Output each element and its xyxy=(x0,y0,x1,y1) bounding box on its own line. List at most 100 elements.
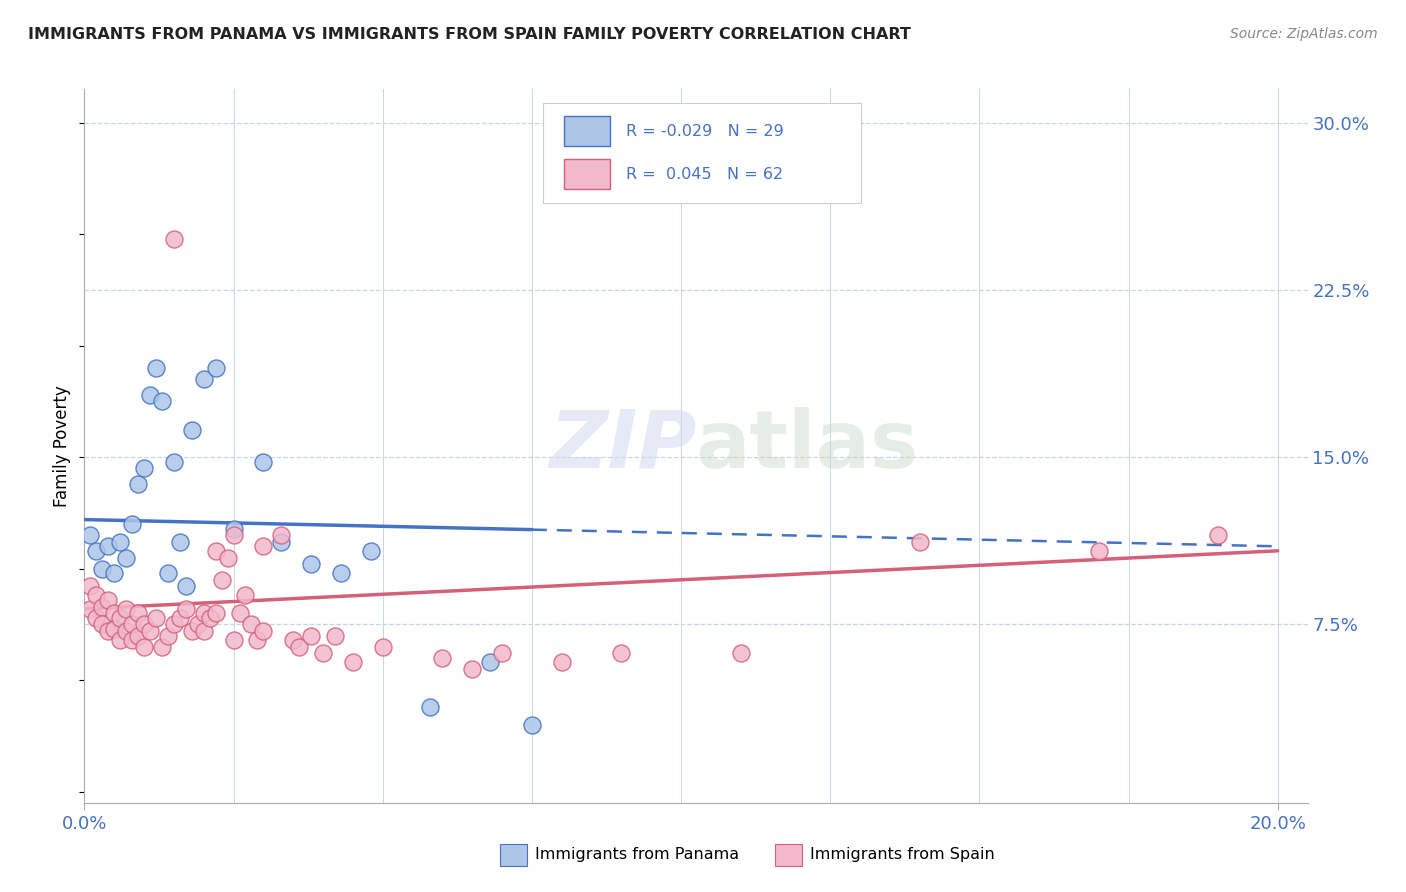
Text: Immigrants from Spain: Immigrants from Spain xyxy=(810,847,994,862)
Point xyxy=(730,646,752,660)
Point xyxy=(235,589,257,603)
Point xyxy=(299,628,322,642)
Point xyxy=(150,394,173,409)
Point xyxy=(360,543,382,558)
Point xyxy=(79,580,101,594)
Point xyxy=(187,617,209,632)
Point xyxy=(204,607,226,621)
Point xyxy=(84,589,107,603)
Point xyxy=(132,617,155,632)
Point xyxy=(79,601,101,615)
Point xyxy=(145,610,167,624)
Point xyxy=(323,628,346,642)
Y-axis label: Family Poverty: Family Poverty xyxy=(53,385,72,507)
Point xyxy=(479,655,502,669)
Point xyxy=(1206,528,1229,542)
Point xyxy=(246,633,269,648)
Point xyxy=(108,534,131,549)
Point xyxy=(115,601,138,615)
Point xyxy=(121,617,143,632)
Point xyxy=(193,607,215,621)
Point xyxy=(211,573,233,587)
Point xyxy=(139,387,162,401)
Point xyxy=(84,543,107,558)
Point xyxy=(312,646,335,660)
Point xyxy=(270,528,292,542)
Text: ZIP: ZIP xyxy=(548,407,696,485)
Point xyxy=(91,562,114,576)
Point xyxy=(288,640,311,654)
Point xyxy=(180,624,202,639)
Point xyxy=(169,534,191,549)
Point xyxy=(222,633,245,648)
Point xyxy=(217,550,239,565)
Point xyxy=(156,628,179,642)
Point xyxy=(163,617,186,632)
Point xyxy=(163,232,186,246)
Point xyxy=(79,528,101,542)
Point xyxy=(198,610,221,624)
Point xyxy=(252,624,274,639)
Text: Source: ZipAtlas.com: Source: ZipAtlas.com xyxy=(1230,27,1378,41)
Point xyxy=(115,550,138,565)
Point xyxy=(132,640,155,654)
Point xyxy=(97,624,120,639)
Point xyxy=(1087,543,1109,558)
Point xyxy=(103,566,125,580)
Point xyxy=(222,521,245,535)
Point xyxy=(419,699,441,714)
Point xyxy=(169,610,191,624)
Point xyxy=(127,476,149,491)
FancyBboxPatch shape xyxy=(543,103,860,203)
Point xyxy=(156,566,179,580)
Point xyxy=(150,640,173,654)
Point xyxy=(127,628,149,642)
Point xyxy=(551,655,574,669)
Point xyxy=(163,455,186,469)
Point xyxy=(115,624,138,639)
Point xyxy=(103,607,125,621)
Point xyxy=(174,601,197,615)
Point xyxy=(222,528,245,542)
Point xyxy=(84,610,107,624)
Point xyxy=(193,624,215,639)
Point xyxy=(180,424,202,438)
Point xyxy=(283,633,305,648)
Point xyxy=(193,372,215,386)
Point xyxy=(270,534,292,549)
Point xyxy=(204,361,226,376)
Point xyxy=(342,655,364,669)
Point xyxy=(240,617,263,632)
Point xyxy=(432,651,454,665)
Point xyxy=(121,633,143,648)
Point xyxy=(91,599,114,614)
FancyBboxPatch shape xyxy=(564,159,610,189)
Point xyxy=(461,662,484,676)
Point xyxy=(97,539,120,553)
Point xyxy=(145,361,167,376)
Point xyxy=(610,646,633,660)
Point xyxy=(91,617,114,632)
Point xyxy=(108,633,131,648)
Point xyxy=(97,592,120,607)
Point xyxy=(132,461,155,475)
Text: R =  0.045   N = 62: R = 0.045 N = 62 xyxy=(626,167,783,182)
Text: IMMIGRANTS FROM PANAMA VS IMMIGRANTS FROM SPAIN FAMILY POVERTY CORRELATION CHART: IMMIGRANTS FROM PANAMA VS IMMIGRANTS FRO… xyxy=(28,27,911,42)
FancyBboxPatch shape xyxy=(776,844,803,865)
Point xyxy=(103,622,125,636)
Point xyxy=(371,640,394,654)
Text: R = -0.029   N = 29: R = -0.029 N = 29 xyxy=(626,124,785,139)
Point xyxy=(127,607,149,621)
FancyBboxPatch shape xyxy=(501,844,527,865)
Point xyxy=(139,624,162,639)
Point xyxy=(520,717,543,731)
Point xyxy=(491,646,513,660)
Point xyxy=(228,607,250,621)
Text: atlas: atlas xyxy=(696,407,920,485)
Point xyxy=(174,580,197,594)
Point xyxy=(329,566,352,580)
Point xyxy=(299,557,322,572)
Point xyxy=(121,517,143,532)
Point xyxy=(908,534,931,549)
Point xyxy=(204,543,226,558)
